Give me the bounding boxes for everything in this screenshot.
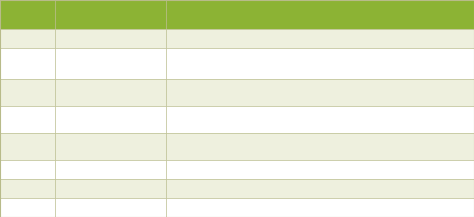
Bar [0,28,55,48]
Bar [166,179,474,198]
Text: 3: 3 [3,115,9,124]
Bar [55,79,166,106]
Text: No fire or flame*; no rupture; no explosion. Weight loss ≥ 50% of electrolyte we: No fire or flame*; no rupture; no explos… [169,134,474,155]
Text: 6: 6 [3,184,9,193]
Bar [0,198,55,217]
Bar [55,160,166,179]
Bar [55,133,166,160]
Bar [55,0,166,28]
Text: No explosion, but flying parts of the active mass.: No explosion, but flying parts of the ac… [169,184,366,193]
Text: No defect; no leakage; no venting, fire or flame; no rupture; no explosion; no e: No defect; no leakage; no venting, fire … [169,49,474,69]
Text: Rupture: Rupture [58,184,90,193]
Text: No leakage; no venting, fire or flame; no rupture; no explosions; no exothermic : No leakage; no venting, fire or flame; n… [169,80,474,101]
Bar [166,79,474,106]
Text: 0: 0 [3,34,9,43]
Text: No effect: No effect [58,34,95,43]
Bar [55,198,166,217]
Text: Fire or flame: Fire or flame [58,165,109,174]
Bar [166,198,474,217]
Text: No effect. No loss of functionality.: No effect. No loss of functionality. [169,34,304,43]
Text: Explosion: Explosion [58,203,96,212]
Text: Defect/damage: Defect/damage [58,88,120,97]
Text: No rupture; no explosion (i.e. no flying parts).: No rupture; no explosion (i.e. no flying… [169,165,352,174]
Bar [55,48,166,79]
Text: 5: 5 [3,165,9,174]
Bar [166,133,474,160]
Bar [0,0,55,28]
Bar [0,179,55,198]
Text: Passive protection
activated: Passive protection activated [58,49,131,69]
Text: 2: 2 [3,88,9,97]
Bar [0,79,55,106]
Text: Hazard
Level: Hazard Level [3,2,39,21]
Text: Classification Criteria and Effect: Classification Criteria and Effect [169,10,335,19]
Text: Explosion (i.e. disintegration of the cell).: Explosion (i.e. disintegration of the ce… [169,203,332,212]
Bar [166,160,474,179]
Text: No venting, fire or flame*; no rupture; no explosion. Weight loss <50% of electr: No venting, fire or flame*; no rupture; … [169,107,474,128]
Bar [55,28,166,48]
Text: Description: Description [58,10,116,19]
Text: 7: 7 [3,203,9,212]
Bar [0,160,55,179]
Bar [166,48,474,79]
Text: 1: 1 [3,59,9,68]
Bar [0,106,55,133]
Text: 4: 4 [3,142,9,151]
Bar [166,0,474,28]
Bar [0,48,55,79]
Bar [55,106,166,133]
Bar [55,179,166,198]
Text: Venting mass ≥50%: Venting mass ≥50% [58,142,139,151]
Bar [0,133,55,160]
Bar [166,106,474,133]
Text: Leakage mass <50%: Leakage mass <50% [58,115,143,124]
Bar [166,28,474,48]
